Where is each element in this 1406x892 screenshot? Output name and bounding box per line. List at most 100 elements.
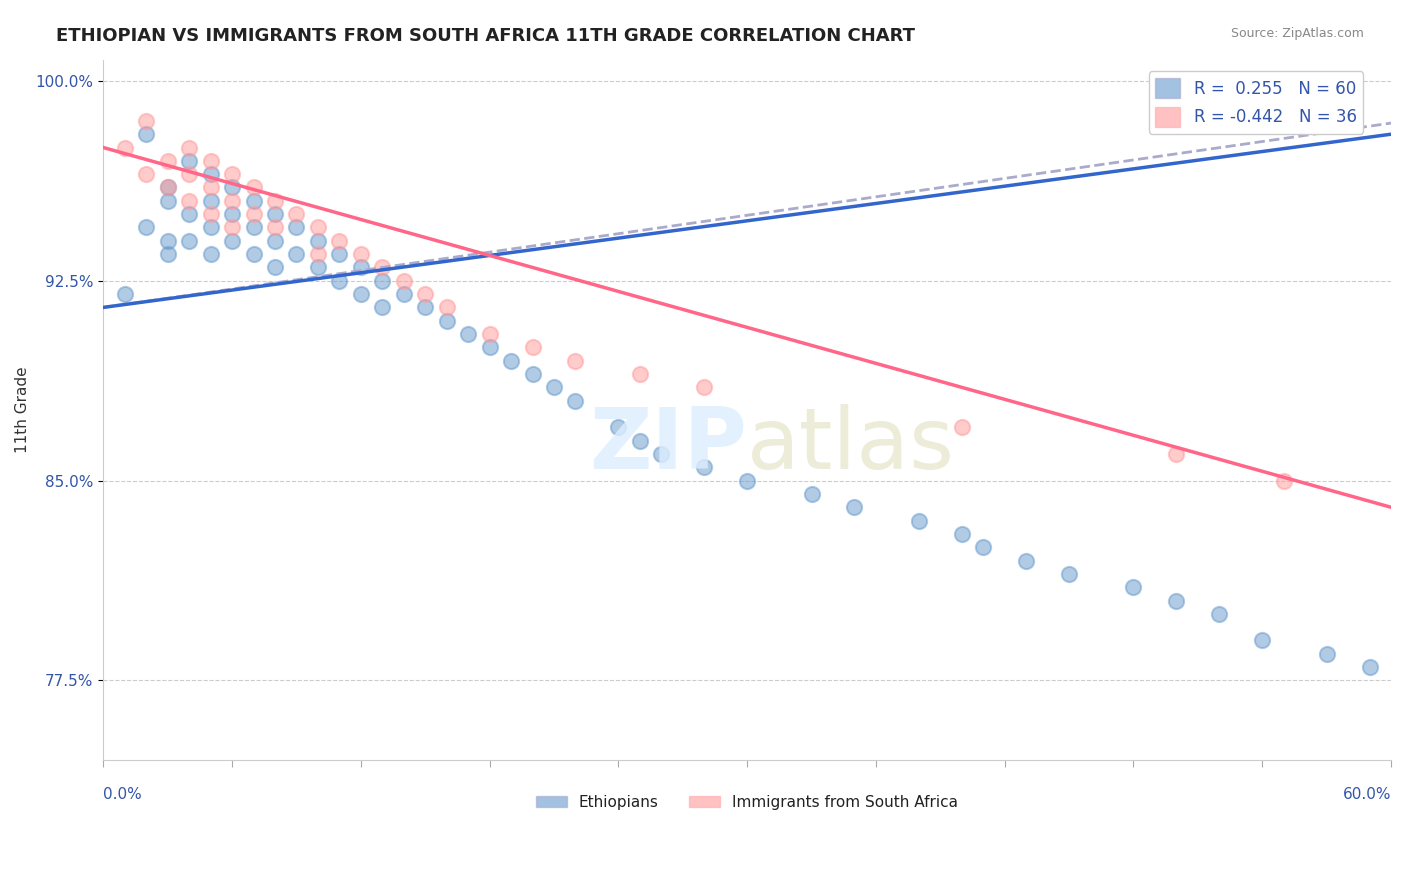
Point <box>221 167 243 181</box>
Point <box>179 194 201 208</box>
Text: ZIP: ZIP <box>589 403 747 486</box>
Point <box>179 207 201 221</box>
Point <box>1316 647 1339 661</box>
Point <box>1337 766 1360 780</box>
Point <box>350 260 373 275</box>
Point <box>135 220 157 235</box>
Point <box>1015 553 1038 567</box>
Point <box>628 367 651 381</box>
Point <box>200 194 222 208</box>
Point <box>307 234 329 248</box>
Point <box>693 460 716 475</box>
Point <box>693 380 716 394</box>
Point <box>221 207 243 221</box>
Point <box>628 434 651 448</box>
Point <box>135 114 157 128</box>
Point <box>179 153 201 168</box>
Point <box>564 393 586 408</box>
Point <box>307 260 329 275</box>
Point <box>392 287 415 301</box>
Point <box>478 340 501 354</box>
Point <box>350 247 373 261</box>
Point <box>1166 447 1188 461</box>
Point <box>114 140 136 154</box>
Point <box>264 260 287 275</box>
Point <box>650 447 672 461</box>
Point <box>135 167 157 181</box>
Point <box>543 380 565 394</box>
Point <box>285 207 308 221</box>
Legend: Ethiopians, Immigrants from South Africa: Ethiopians, Immigrants from South Africa <box>530 789 965 816</box>
Point <box>607 420 630 434</box>
Point <box>285 247 308 261</box>
Point <box>436 314 458 328</box>
Point <box>564 353 586 368</box>
Text: 60.0%: 60.0% <box>1343 787 1391 802</box>
Point <box>200 220 222 235</box>
Point <box>1272 474 1295 488</box>
Point <box>735 474 758 488</box>
Point <box>522 367 544 381</box>
Point <box>200 207 222 221</box>
Point <box>478 326 501 341</box>
Point <box>156 247 179 261</box>
Point <box>179 167 201 181</box>
Point <box>156 180 179 194</box>
Point <box>371 274 394 288</box>
Point <box>522 340 544 354</box>
Point <box>307 247 329 261</box>
Point <box>1208 607 1230 621</box>
Point <box>328 274 350 288</box>
Point <box>371 260 394 275</box>
Point <box>1251 633 1274 648</box>
Point <box>499 353 522 368</box>
Point <box>242 207 264 221</box>
Point <box>800 487 823 501</box>
Point <box>264 220 287 235</box>
Point <box>221 194 243 208</box>
Point <box>200 180 222 194</box>
Point <box>200 153 222 168</box>
Point <box>156 194 179 208</box>
Point <box>114 287 136 301</box>
Point <box>156 153 179 168</box>
Point <box>436 301 458 315</box>
Point <box>307 220 329 235</box>
Point <box>179 234 201 248</box>
Point <box>371 301 394 315</box>
Point <box>457 326 479 341</box>
Point <box>179 140 201 154</box>
Point <box>950 527 973 541</box>
Point <box>156 180 179 194</box>
Point <box>1057 566 1080 581</box>
Point <box>908 514 931 528</box>
Point <box>221 234 243 248</box>
Point <box>844 500 866 515</box>
Point <box>264 194 287 208</box>
Point <box>135 127 157 141</box>
Point <box>1122 580 1144 594</box>
Y-axis label: 11th Grade: 11th Grade <box>15 367 30 453</box>
Point <box>413 287 436 301</box>
Point <box>156 234 179 248</box>
Text: Source: ZipAtlas.com: Source: ZipAtlas.com <box>1230 27 1364 40</box>
Point <box>1166 593 1188 607</box>
Point <box>200 247 222 261</box>
Point <box>972 540 994 554</box>
Point <box>328 247 350 261</box>
Text: atlas: atlas <box>747 403 955 486</box>
Point <box>285 220 308 235</box>
Point <box>200 167 222 181</box>
Point <box>242 220 264 235</box>
Point <box>392 274 415 288</box>
Point <box>242 194 264 208</box>
Point <box>221 180 243 194</box>
Point <box>264 234 287 248</box>
Point <box>242 180 264 194</box>
Point <box>413 301 436 315</box>
Point <box>328 234 350 248</box>
Point <box>242 247 264 261</box>
Text: 0.0%: 0.0% <box>103 787 142 802</box>
Point <box>264 207 287 221</box>
Point <box>350 287 373 301</box>
